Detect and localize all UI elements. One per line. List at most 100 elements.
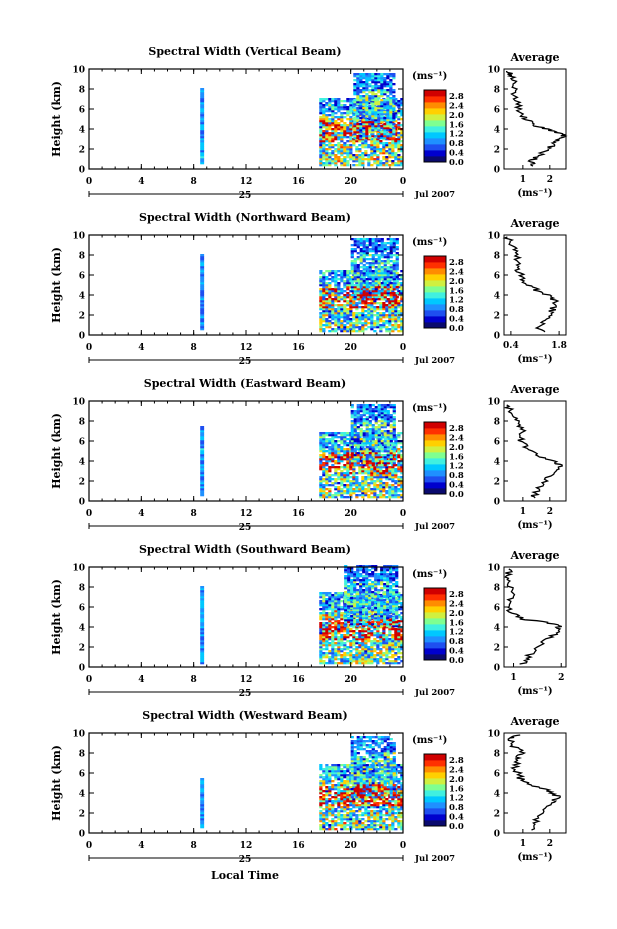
heatmap-cell xyxy=(383,242,387,245)
heatmap-cell xyxy=(379,474,383,477)
heatmap-cell xyxy=(350,579,354,582)
heatmap-cell xyxy=(400,640,404,643)
heatmap-cell xyxy=(374,109,378,112)
heatmap-cell xyxy=(337,600,341,603)
heatmap-cell xyxy=(343,116,347,119)
heatmap-cell xyxy=(394,274,398,277)
heatmap-cell xyxy=(353,135,357,138)
heatmap-cell xyxy=(328,106,332,109)
heatmap-cell xyxy=(374,266,378,269)
heatmap-cell xyxy=(397,116,401,119)
heatmap-cell xyxy=(340,276,344,279)
heatmap-cell xyxy=(362,601,366,604)
heatmap-cell xyxy=(343,456,347,459)
heatmap-cell xyxy=(368,270,372,273)
heatmap-cell xyxy=(346,468,350,471)
heatmap-cell xyxy=(397,454,401,457)
heatmap-cell xyxy=(388,630,392,633)
heatmap-cell xyxy=(319,482,323,485)
heatmap-cell xyxy=(349,480,353,483)
heatmap-cell xyxy=(356,565,360,568)
heatmap-cell xyxy=(325,456,329,459)
heatmap-cell xyxy=(388,150,392,153)
heatmap-cell xyxy=(371,246,375,249)
heatmap-cell xyxy=(346,310,350,313)
heatmap-cell xyxy=(374,99,378,102)
heatmap-cell xyxy=(397,100,401,103)
heatmap-cell xyxy=(346,662,350,665)
heatmap-cell xyxy=(371,274,375,277)
heatmap-cell xyxy=(359,260,363,263)
heatmap-cell xyxy=(331,482,335,485)
heatmap-cell xyxy=(382,488,386,491)
heatmap-cell xyxy=(350,462,354,465)
heatmap-cell xyxy=(343,132,347,135)
heatmap-cell xyxy=(367,640,371,643)
heatmap-cell xyxy=(322,626,326,629)
heatmap-cell xyxy=(361,652,365,655)
heatmap-cell xyxy=(353,248,357,251)
heatmap-cell xyxy=(350,599,354,602)
heatmap-cell xyxy=(322,318,326,321)
heatmap-cell xyxy=(322,448,326,451)
heatmap-cell xyxy=(386,121,390,124)
heatmap-cell xyxy=(370,642,374,645)
heatmap-cell xyxy=(328,616,332,619)
heatmap-cell xyxy=(353,613,357,616)
heatmap-cell xyxy=(388,322,392,325)
heatmap-cell xyxy=(373,634,377,637)
heatmap-cell xyxy=(368,123,372,126)
heatmap-cell xyxy=(364,300,368,303)
heatmap-cell xyxy=(397,158,401,161)
heatmap-cell xyxy=(325,154,329,157)
heatmap-cell xyxy=(386,73,390,76)
heatmap-cell xyxy=(325,484,329,487)
heatmap-cell xyxy=(377,121,381,124)
heatmap-cell xyxy=(353,125,357,128)
heatmap-cell xyxy=(400,296,404,299)
heatmap-cell xyxy=(347,621,351,624)
heatmap-cell xyxy=(319,122,323,125)
heatmap-cell xyxy=(346,288,350,291)
heatmap-cell xyxy=(328,598,332,601)
heatmap-cell xyxy=(356,428,360,431)
heatmap-cell xyxy=(340,436,344,439)
heatmap-cell xyxy=(385,472,389,475)
heatmap-cell xyxy=(394,440,398,443)
heatmap-cell xyxy=(331,600,335,603)
heatmap-cell xyxy=(371,426,375,429)
heatmap-cell xyxy=(331,616,335,619)
heatmap-cell xyxy=(365,460,369,463)
heatmap-cell xyxy=(377,278,381,281)
heatmap-cell xyxy=(356,406,360,409)
heatmap-cell xyxy=(385,474,389,477)
heatmap-cell xyxy=(322,478,326,481)
heatmap-cell xyxy=(200,466,205,469)
heatmap-cell xyxy=(340,492,344,495)
heatmap-cell xyxy=(382,482,386,485)
heatmap-cell xyxy=(334,436,338,439)
heatmap-cell xyxy=(319,462,323,465)
x-tick-label: 20 xyxy=(344,343,357,353)
heatmap-cell xyxy=(322,114,326,117)
heatmap-cell xyxy=(379,494,383,497)
heatmap-cell xyxy=(370,612,374,615)
heatmap-cell xyxy=(367,496,371,499)
heatmap-cell xyxy=(371,430,375,433)
heatmap-cell xyxy=(397,138,401,141)
heatmap-cell xyxy=(334,134,338,137)
heatmap-cell xyxy=(353,412,357,415)
heatmap-cell xyxy=(340,618,344,621)
heatmap-cell xyxy=(383,125,387,128)
y-tick-label: 0 xyxy=(79,332,85,342)
heatmap-cell xyxy=(397,650,401,653)
heatmap-cell xyxy=(356,242,360,245)
heatmap-cell xyxy=(356,569,360,572)
heatmap-cell xyxy=(394,102,398,105)
colorbar-tick-label: 2.0 xyxy=(449,277,464,287)
colorbar-frame xyxy=(423,421,447,495)
heatmap-cell xyxy=(376,480,380,483)
heatmap-cell xyxy=(370,470,374,473)
heatmap-cell xyxy=(359,601,363,604)
heatmap-cell xyxy=(340,628,344,631)
